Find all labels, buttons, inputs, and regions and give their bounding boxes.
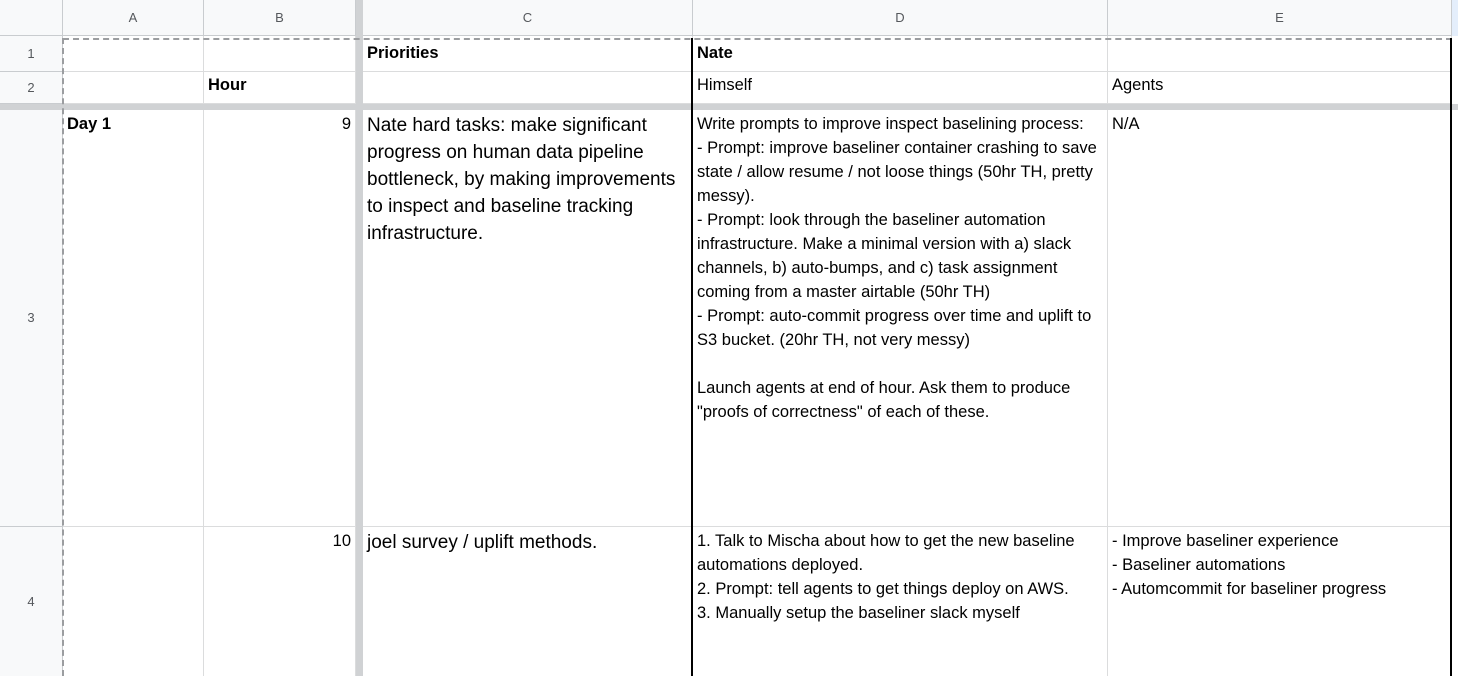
frozen-row-divider[interactable] (0, 104, 1458, 110)
cell-A1[interactable] (63, 36, 204, 72)
cell-B1[interactable] (204, 36, 356, 72)
row-header-4[interactable]: 4 (0, 527, 63, 676)
cell-A3[interactable]: Day 1 (63, 110, 204, 527)
cell-B2[interactable]: Hour (204, 72, 356, 104)
cell-E2[interactable]: Agents (1108, 72, 1452, 104)
marquee-left-border (62, 38, 64, 676)
cell-D2[interactable]: Himself (693, 72, 1108, 104)
column-e-right-border (1450, 38, 1452, 676)
cell-D1[interactable]: Nate (693, 36, 1108, 72)
cell-A2[interactable] (63, 72, 204, 104)
cell-E3[interactable]: N/A (1108, 110, 1452, 527)
frozen-column-divider[interactable] (356, 0, 363, 676)
row-header-3[interactable]: 3 (0, 110, 63, 527)
row-header-1[interactable]: 1 (0, 36, 63, 72)
cell-C4[interactable]: joel survey / uplift methods. (363, 527, 693, 676)
column-d-left-border (691, 38, 693, 676)
row-header-2[interactable]: 2 (0, 72, 63, 104)
column-header-C[interactable]: C (363, 0, 693, 36)
marquee-top-border (63, 38, 1452, 40)
header-edge-sliver (1452, 0, 1458, 36)
cell-A4[interactable] (63, 527, 204, 676)
cell-E4[interactable]: - Improve baseliner experience - Baselin… (1108, 527, 1452, 676)
cell-E1[interactable] (1108, 36, 1452, 72)
column-header-E[interactable]: E (1108, 0, 1452, 36)
select-all-corner[interactable] (0, 0, 63, 36)
cell-C1[interactable]: Priorities (363, 36, 693, 72)
cell-D4[interactable]: 1. Talk to Mischa about how to get the n… (693, 527, 1108, 676)
column-header-D[interactable]: D (693, 0, 1108, 36)
cell-C3[interactable]: Nate hard tasks: make significant progre… (363, 110, 693, 527)
cell-C2[interactable] (363, 72, 693, 104)
cell-B3[interactable]: 9 (204, 110, 356, 527)
cell-B4[interactable]: 10 (204, 527, 356, 676)
column-header-B[interactable]: B (204, 0, 356, 36)
column-header-A[interactable]: A (63, 0, 204, 36)
cell-D3[interactable]: Write prompts to improve inspect baselin… (693, 110, 1108, 527)
